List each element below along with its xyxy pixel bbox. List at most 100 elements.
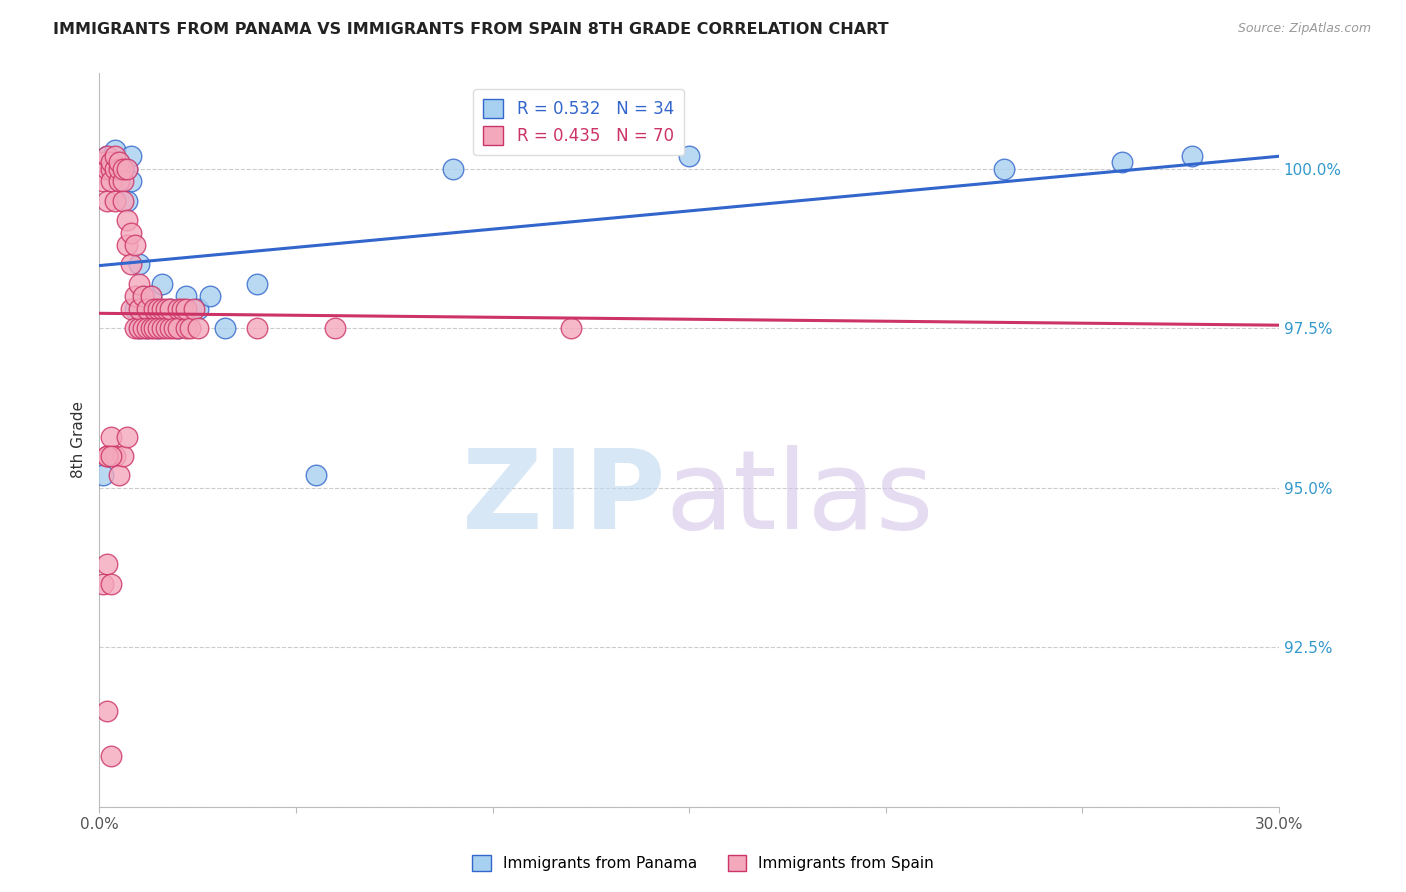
Point [124,238,146,252]
Point [96,704,118,718]
Point [104,194,127,208]
Point [155,302,177,317]
Point [159,321,181,335]
Point [115,238,138,252]
Point [131,289,153,303]
Point [120,174,142,188]
Point [108,174,131,188]
Point [120,302,142,317]
Point [131,321,153,335]
Point [139,289,162,303]
Point [187,321,209,335]
Point [143,321,166,335]
Point [104,161,127,176]
Point [96,449,118,463]
Point [104,149,127,163]
Point [1111,155,1133,169]
Point [124,321,146,335]
Point [96,558,118,572]
Point [678,149,700,163]
Point [143,302,166,317]
Y-axis label: 8th Grade: 8th Grade [72,401,86,478]
Point [148,321,170,335]
Point [104,143,127,157]
Point [104,161,127,176]
Point [93,155,115,169]
Point [115,194,138,208]
Point [174,302,197,317]
Text: IMMIGRANTS FROM PANAMA VS IMMIGRANTS FROM SPAIN 8TH GRADE CORRELATION CHART: IMMIGRANTS FROM PANAMA VS IMMIGRANTS FRO… [53,22,889,37]
Point [100,155,122,169]
Point [100,748,122,763]
Point [128,321,150,335]
Point [96,149,118,163]
Point [108,155,131,169]
Point [111,194,134,208]
Point [111,174,134,188]
Text: Source: ZipAtlas.com: Source: ZipAtlas.com [1237,22,1371,36]
Text: ZIP: ZIP [463,445,665,552]
Point [96,194,118,208]
Point [150,277,173,291]
Point [128,277,150,291]
Point [135,321,157,335]
Point [128,321,150,335]
Point [100,430,122,444]
Point [108,174,131,188]
Point [111,161,134,176]
Point [93,468,115,483]
Point [325,321,347,335]
Point [96,161,118,176]
Point [120,226,142,240]
Point [135,302,157,317]
Point [159,302,181,317]
Point [139,289,162,303]
Point [246,277,269,291]
Point [111,449,134,463]
Point [93,174,115,188]
Point [560,321,582,335]
Point [174,289,197,303]
Point [1181,149,1204,163]
Point [139,321,162,335]
Point [183,302,205,317]
Point [214,321,236,335]
Point [441,161,464,176]
Legend: R = 0.532   N = 34, R = 0.435   N = 70: R = 0.532 N = 34, R = 0.435 N = 70 [474,88,683,155]
Point [96,449,118,463]
Point [198,289,221,303]
Point [96,149,118,163]
Point [108,468,131,483]
Point [167,321,190,335]
Point [143,302,166,317]
Point [115,430,138,444]
Point [167,302,190,317]
Point [163,321,186,335]
Point [148,321,170,335]
Point [100,449,122,463]
Point [305,468,328,483]
Point [150,302,173,317]
Point [115,212,138,227]
Point [155,321,177,335]
Point [246,321,269,335]
Point [120,149,142,163]
Point [100,174,122,188]
Point [128,302,150,317]
Point [100,576,122,591]
Point [120,257,142,271]
Point [115,161,138,176]
Text: atlas: atlas [665,445,934,552]
Point [167,321,190,335]
Point [124,302,146,317]
Point [108,161,131,176]
Point [150,321,173,335]
Point [115,161,138,176]
Point [93,576,115,591]
Point [993,161,1015,176]
Point [128,257,150,271]
Point [100,155,122,169]
Point [148,302,170,317]
Point [174,321,197,335]
Point [111,161,134,176]
